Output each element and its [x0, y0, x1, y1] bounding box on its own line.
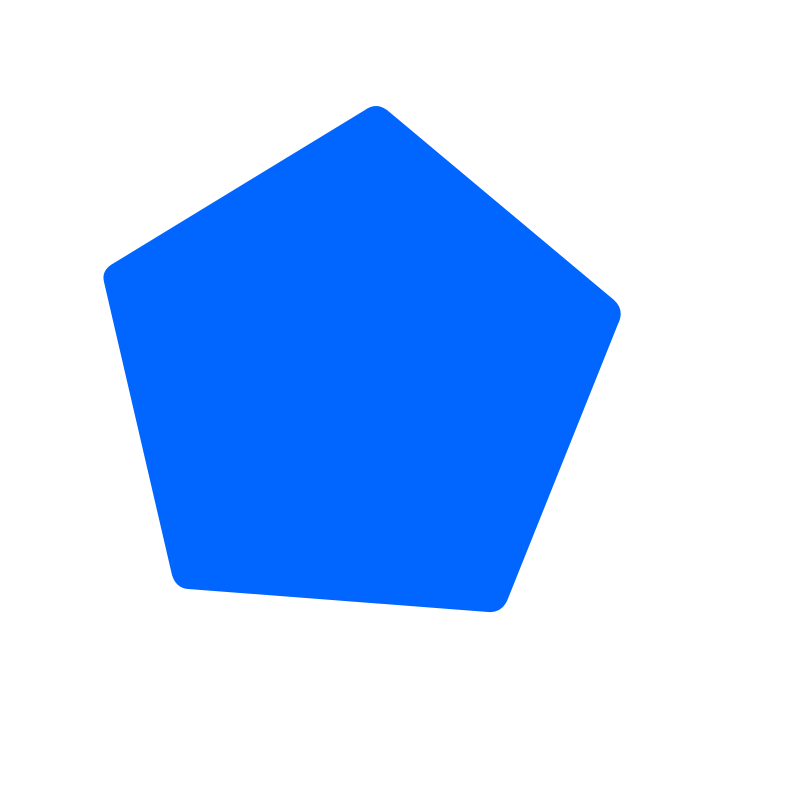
- blue-pentagon-shape: [103, 106, 621, 613]
